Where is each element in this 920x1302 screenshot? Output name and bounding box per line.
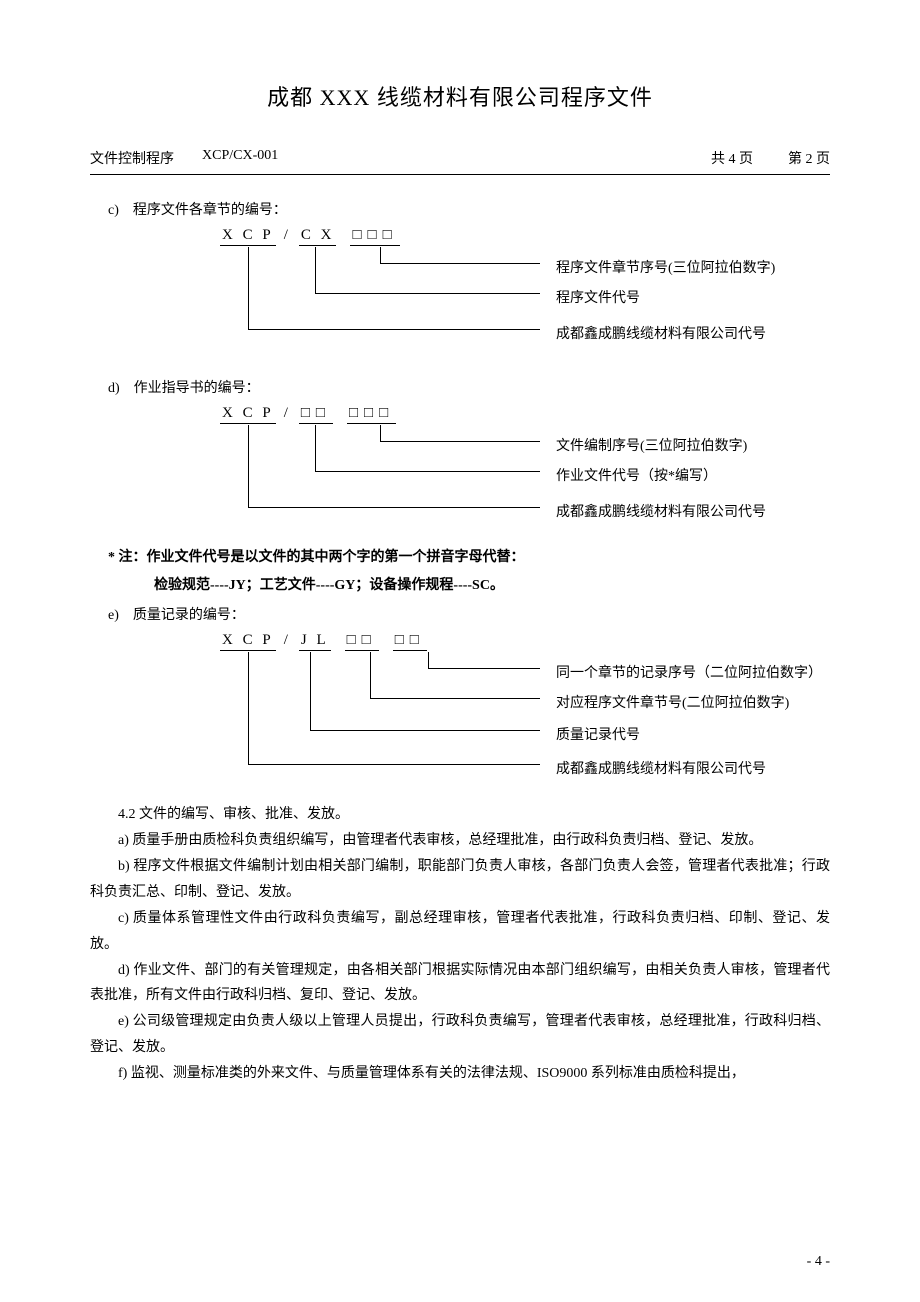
slash-icon: /: [280, 227, 295, 244]
diagram-e-anno1: 同一个章节的记录序号（二位阿拉伯数字）: [556, 660, 822, 682]
para-f: f) 监视、测量标准类的外来文件、与质量管理体系有关的法律法规、ISO9000 …: [90, 1061, 830, 1087]
diagram-e-seg3: □□: [345, 632, 379, 651]
diagram-c-anno3: 成都鑫成鹏线缆材料有限公司代号: [556, 321, 766, 343]
para-d: d) 作业文件、部门的有关管理规定，由各相关部门根据实际情况由本部门组织编写，由…: [90, 958, 830, 1010]
section-4-2-heading: 4.2 文件的编写、审核、批准、发放。: [90, 802, 830, 828]
diagram-e-anno3: 质量记录代号: [556, 722, 640, 744]
body-text: 4.2 文件的编写、审核、批准、发放。 a) 质量手册由质检科负责组织编写，由管…: [90, 802, 830, 1087]
para-c: c) 质量体系管理性文件由行政科负责编写，副总经理审核，管理者代表批准，行政科负…: [90, 906, 830, 958]
diagram-c-seg3: □□□: [350, 227, 399, 246]
doc-name: 文件控制程序: [90, 148, 174, 168]
para-a: a) 质量手册由质检科负责组织编写，由管理者代表审核，总经理批准，由行政科负责归…: [90, 828, 830, 854]
diagram-c-anno1: 程序文件章节序号(三位阿拉伯数字): [556, 255, 775, 277]
doc-code: XCP/CX-001: [202, 148, 278, 168]
diagram-d-anno3: 成都鑫成鹏线缆材料有限公司代号: [556, 499, 766, 521]
diagram-e-seg4: □□: [393, 632, 427, 651]
diagram-d-anno2: 作业文件代号（按*编写）: [556, 463, 717, 485]
diagram-c: X C P / C X □□□ 程序文件章节序号(三位阿拉伯数字) 程序文件代号…: [220, 227, 830, 347]
diagram-e-seg2: J L: [299, 632, 331, 651]
section-e-label: e) 质量记录的编号：: [108, 604, 830, 624]
diagram-d: X C P / □□ □□□ 文件编制序号(三位阿拉伯数字) 作业文件代号（按*…: [220, 405, 830, 525]
header-bar: 文件控制程序 XCP/CX-001 共 4 页 第 2 页: [90, 148, 830, 175]
diagram-c-seg2: C X: [299, 227, 337, 246]
page-title: 成都 XXX 线缆材料有限公司程序文件: [90, 80, 830, 112]
page-current: 第 2 页: [788, 152, 830, 167]
diagram-e-seg1: X C P: [220, 632, 276, 651]
para-e: e) 公司级管理规定由负责人级以上管理人员提出，行政科负责编写，管理者代表审核，…: [90, 1009, 830, 1061]
diagram-d-seg1: X C P: [220, 405, 276, 424]
slash-icon: /: [280, 632, 295, 649]
diagram-c-seg1: X C P: [220, 227, 276, 246]
diagram-d-seg3: □□□: [347, 405, 396, 424]
note-line1: * 注：作业文件代号是以文件的其中两个字的第一个拼音字母代替：: [108, 545, 830, 570]
diagram-d-anno1: 文件编制序号(三位阿拉伯数字): [556, 433, 747, 455]
para-b: b) 程序文件根据文件编制计划由相关部门编制，职能部门负责人审核，各部门负责人会…: [90, 854, 830, 906]
diagram-c-anno2: 程序文件代号: [556, 285, 640, 307]
note-line2: 检验规范----JY；工艺文件----GY；设备操作规程----SC。: [154, 574, 830, 594]
diagram-e: X C P / J L □□ □□ 同一个章节的记录序号（二位阿拉伯数字） 对应…: [220, 632, 830, 782]
diagram-e-anno4: 成都鑫成鹏线缆材料有限公司代号: [556, 756, 766, 778]
page-total: 共 4 页: [711, 152, 753, 167]
diagram-d-seg2: □□: [299, 405, 333, 424]
section-c-label: c) 程序文件各章节的编号：: [108, 199, 830, 219]
page-number: - 4 -: [807, 1254, 830, 1270]
section-d-label: d) 作业指导书的编号：: [108, 377, 830, 397]
slash-icon: /: [280, 405, 295, 422]
diagram-e-anno2: 对应程序文件章节号(二位阿拉伯数字): [556, 690, 789, 712]
